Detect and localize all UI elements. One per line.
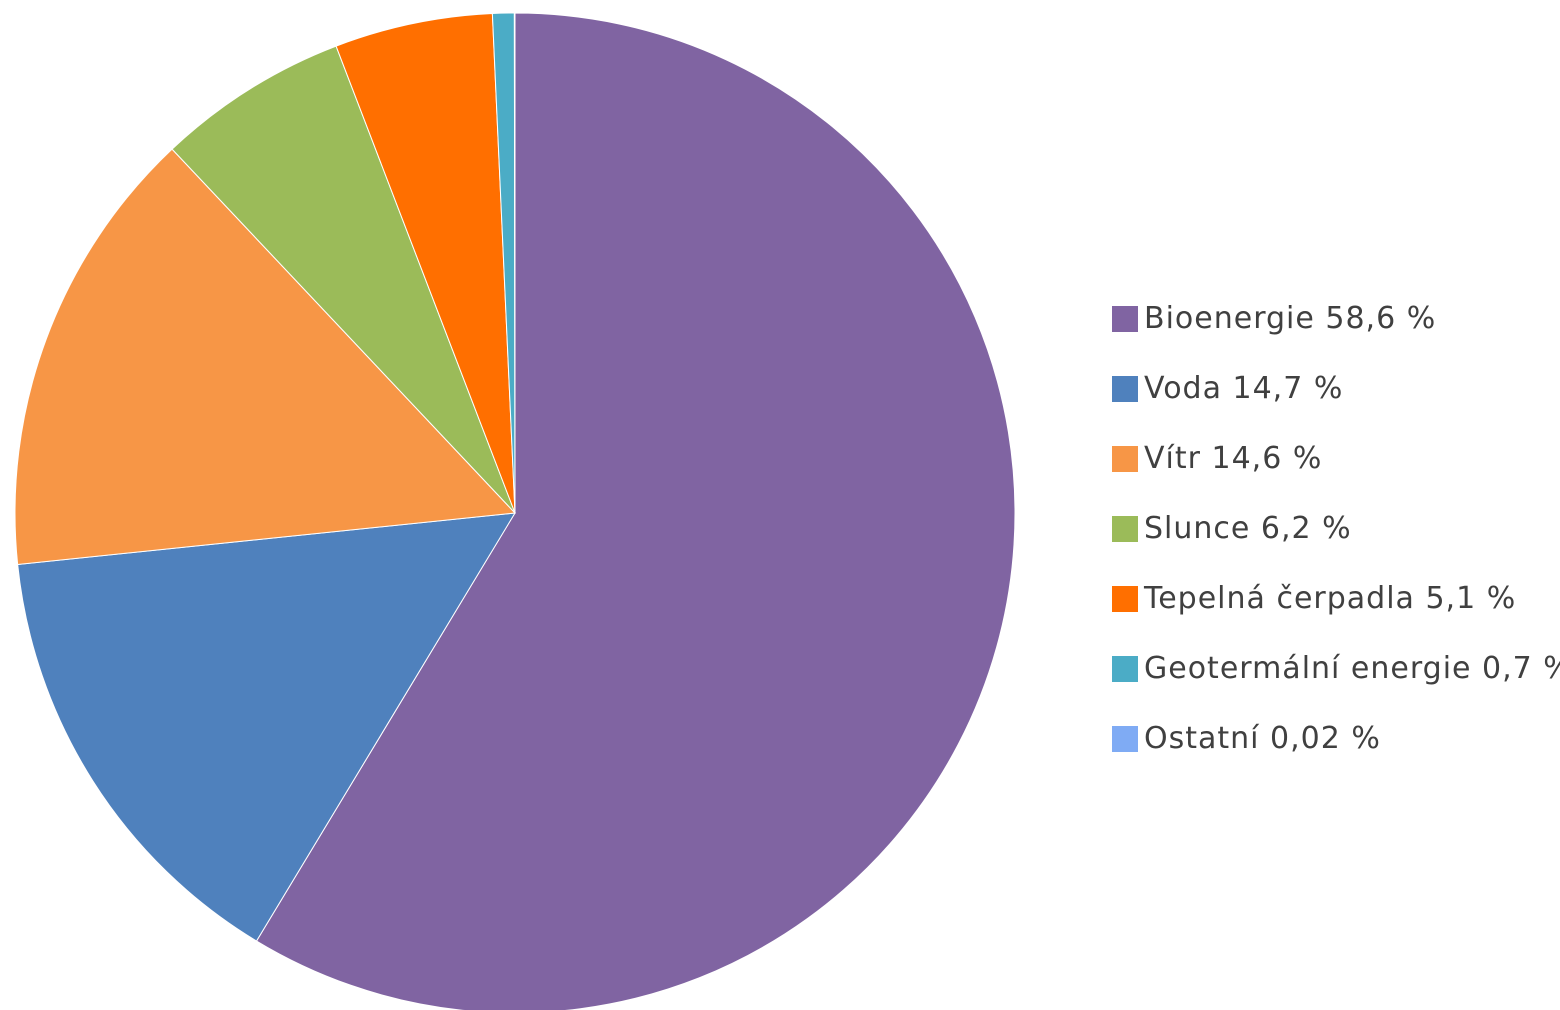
pie-slice-0 [255,12,1016,1010]
legend-label-ostatni: Ostatní 0,02 % [1144,721,1381,756]
legend-item-ostatni: Ostatní 0,02 % [1112,704,1557,774]
legend-swatch-vitr [1112,446,1138,472]
legend-label-tepelna-cerpadla: Tepelná čerpadla 5,1 % [1144,581,1517,616]
chart-legend: Bioenergie 58,6 % Voda 14,7 % Vítr 14,6 … [1112,284,1560,774]
legend-item-slunce: Slunce 6,2 % [1112,494,1557,564]
legend-item-vitr: Vítr 14,6 % [1112,424,1557,494]
legend-swatch-bioenergie [1112,306,1138,332]
pie-slice-6 [513,12,516,514]
legend-item-geotermalni-energie: Geotermální energie 0,7 % [1112,634,1560,704]
legend-item-tepelna-cerpadla: Tepelná čerpadla 5,1 % [1112,564,1557,634]
pie-slice-3 [171,45,516,514]
legend-label-voda: Voda 14,7 % [1144,371,1344,406]
legend-swatch-tepelna-cerpadla [1112,586,1138,612]
legend-swatch-slunce [1112,516,1138,542]
legend-label-bioenergie: Bioenergie 58,6 % [1144,301,1437,336]
legend-swatch-ostatni [1112,726,1138,752]
legend-label-slunce: Slunce 6,2 % [1144,511,1352,546]
pie-slice-2 [14,148,517,566]
legend-item-voda: Voda 14,7 % [1112,354,1557,424]
legend-label-vitr: Vítr 14,6 % [1144,441,1323,476]
legend-swatch-voda [1112,376,1138,402]
pie-slice-4 [335,12,516,514]
legend-item-bioenergie: Bioenergie 58,6 % [1112,284,1557,354]
legend-label-geotermalni-energie: Geotermální energie 0,7 % [1144,651,1560,686]
legend-swatch-geotermalni-energie [1112,656,1138,682]
pie-slice-1 [17,512,516,942]
